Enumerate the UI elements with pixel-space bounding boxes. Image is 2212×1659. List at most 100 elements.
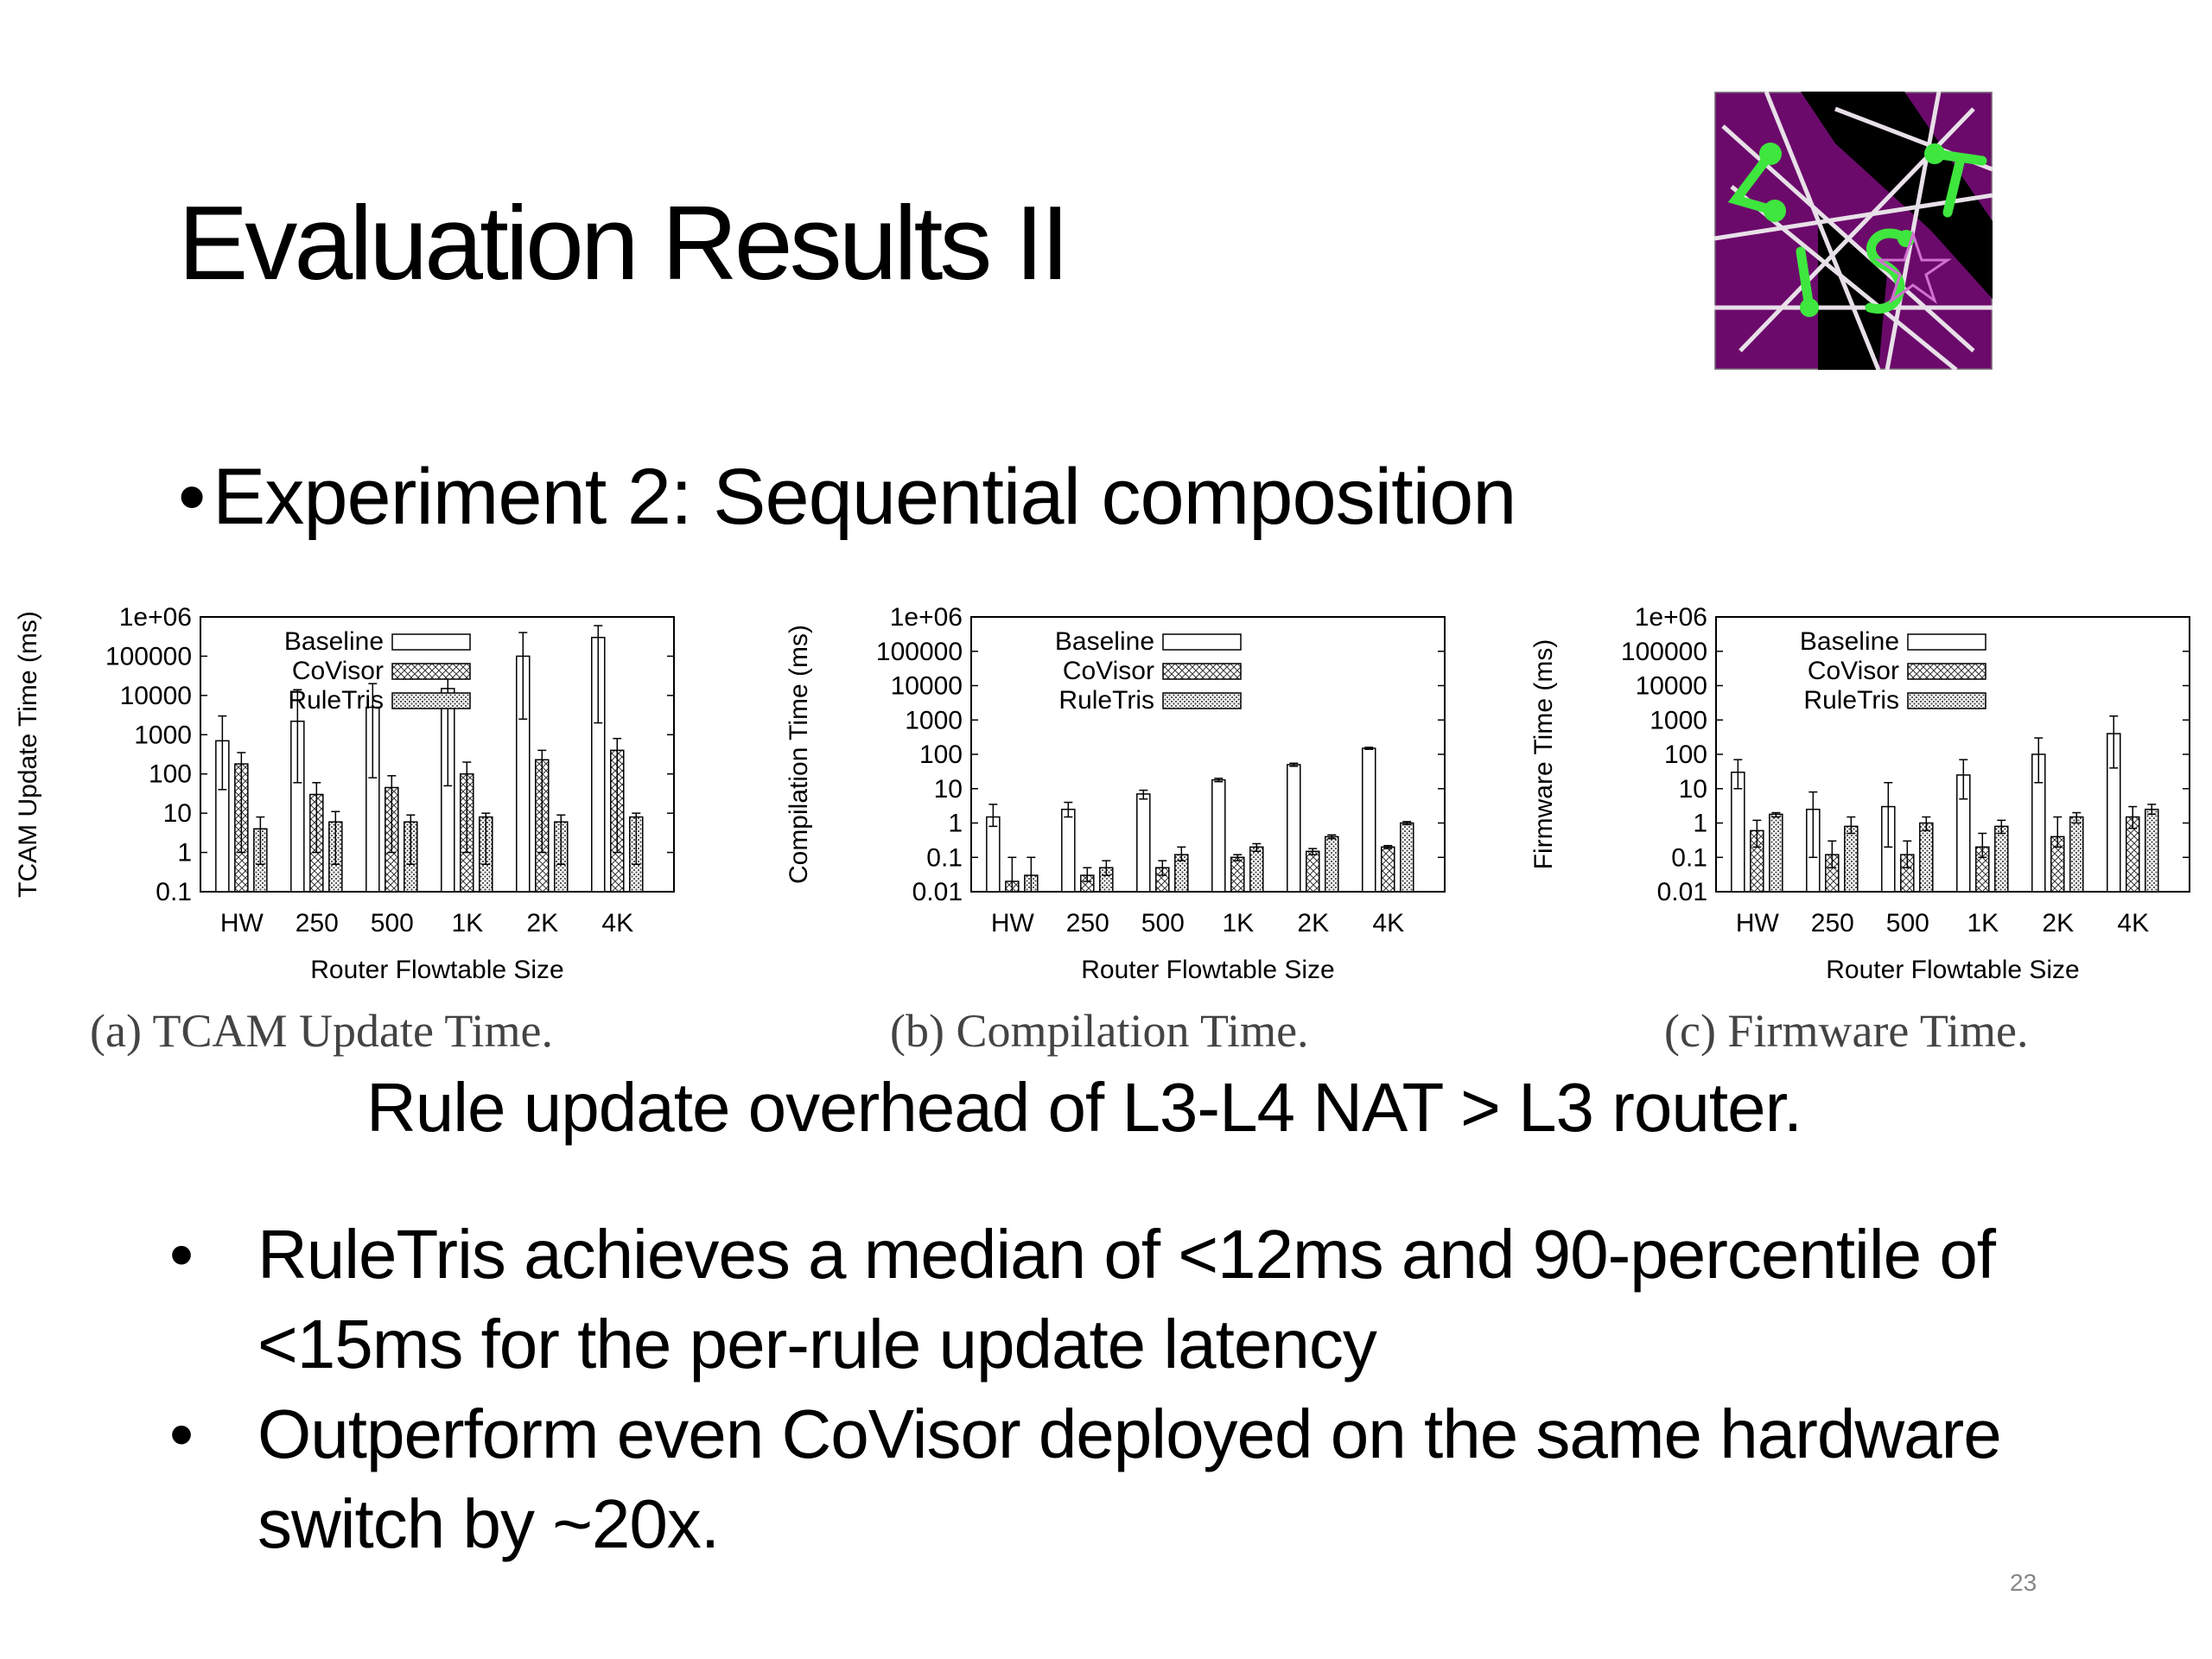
- y-tick-label: 1: [1693, 810, 1707, 838]
- y-tick-label: 100: [149, 760, 192, 789]
- bar-dots: [1400, 822, 1414, 893]
- y-tick-label: 0.1: [156, 878, 192, 906]
- x-tick-label: 250: [296, 909, 339, 938]
- y-tick-label: 100000: [1621, 638, 1707, 666]
- y-tick-label: 10000: [1636, 672, 1707, 701]
- bar-dots: [1994, 825, 2009, 893]
- subtitle: •Experiment 2: Sequential composition: [178, 449, 1516, 544]
- caption-a: (a) TCAM Update Time.: [90, 1005, 553, 1057]
- bar-dots: [1844, 825, 1859, 893]
- y-tick-label: 1: [177, 839, 192, 868]
- caption-b: (b) Compilation Time.: [890, 1005, 1309, 1057]
- legend-label: RuleTris: [288, 686, 384, 715]
- legend-label: Baseline: [1055, 627, 1154, 656]
- x-tick-label: HW: [1736, 909, 1780, 938]
- y-tick-label: 0.01: [912, 878, 963, 906]
- bar-cross: [1230, 856, 1245, 893]
- legend-label: CoVisor: [1808, 657, 1899, 685]
- y-tick-label: 1000: [134, 721, 192, 749]
- compilation-time-chart: 0.01 0.1 1 10 100 1000 10000 100000 1e+06 HW 250 50…: [785, 594, 1462, 992]
- y-tick-label: 10000: [120, 682, 192, 710]
- y-tick-label: 1: [948, 810, 963, 838]
- summary-text: Rule update overhead of L3-L4 NAT > L3 r…: [366, 1069, 1802, 1146]
- legend-label: RuleTris: [1058, 686, 1154, 715]
- y-tick-label: 100: [1664, 741, 1707, 769]
- logo-star: [1874, 230, 1952, 304]
- bar-dots: [2069, 816, 2084, 893]
- y-tick-label: 0.1: [1671, 843, 1707, 872]
- y-tick-label: 1e+06: [119, 603, 192, 632]
- x-tick-label: 4K: [601, 909, 633, 938]
- x-tick-label: 1K: [1222, 909, 1254, 938]
- y-axis-label: Firmware Time (ms): [1529, 639, 1558, 870]
- bar-dots: [2145, 808, 2159, 893]
- bar-dots: [1249, 846, 1264, 893]
- bullet-mark: •: [169, 1216, 194, 1293]
- bullet-list: • RuleTris achieves a median of <12ms an…: [169, 1210, 2088, 1569]
- logo-stripe-1: [1801, 92, 1993, 299]
- list-lab-logo: [1713, 90, 1994, 372]
- x-tick-label: 4K: [1372, 909, 1404, 938]
- tcam-update-time-chart: 0.1 1 10 100 1000 10000 100000 1e+06 HW 250 500 1K 2…: [14, 594, 691, 992]
- legend-label: CoVisor: [1063, 657, 1154, 685]
- subtitle-text: Experiment 2: Sequential composition: [213, 453, 1516, 541]
- y-tick-label: 100000: [876, 638, 963, 666]
- x-axis-label: Router Flowtable Size: [1081, 956, 1334, 984]
- bar-dots: [1919, 822, 1934, 893]
- legend-swatch: [391, 633, 471, 651]
- x-tick-label: 4K: [2117, 909, 2149, 938]
- legend-swatch: [1907, 692, 1986, 709]
- legend-label: CoVisor: [292, 657, 384, 685]
- x-axis-label: Router Flowtable Size: [1826, 956, 2079, 984]
- bullet-item: • RuleTris achieves a median of <12ms an…: [169, 1210, 2088, 1389]
- y-tick-label: 100000: [105, 642, 192, 671]
- y-tick-label: 10: [163, 799, 192, 828]
- bar-none: [1731, 772, 1745, 893]
- legend-label: RuleTris: [1803, 686, 1899, 715]
- legend-swatch: [1162, 663, 1242, 680]
- bar-cross: [1381, 846, 1395, 893]
- x-tick-label: 500: [371, 909, 414, 938]
- firmware-time-chart: 0.01 0.1 1 10 100 1000 10000 100000 1e+06 HW 250 50…: [1529, 594, 2207, 992]
- x-tick-label: 500: [1141, 909, 1185, 938]
- legend-swatch: [391, 663, 471, 680]
- bar-none: [1061, 808, 1076, 893]
- x-axis-label: Router Flowtable Size: [310, 956, 563, 984]
- legend-swatch: [1162, 692, 1242, 709]
- y-tick-label: 1e+06: [890, 603, 963, 632]
- subtitle-bullet: •: [178, 453, 206, 541]
- slide-title: Evaluation Results II: [178, 184, 1070, 302]
- legend-swatch: [1907, 663, 1986, 680]
- x-tick-label: 2K: [1297, 909, 1329, 938]
- bullet-text: Outperform even CoVisor deployed on the …: [257, 1395, 2002, 1562]
- y-tick-label: 100: [919, 741, 963, 769]
- bar-dots: [1325, 836, 1339, 893]
- legend-swatch: [391, 692, 471, 709]
- x-tick-label: 2K: [2042, 909, 2074, 938]
- x-tick-label: HW: [220, 909, 264, 938]
- y-axis-label: TCAM Update Time (ms): [14, 611, 42, 898]
- bullet-item: • Outperform even CoVisor deployed on th…: [169, 1389, 2088, 1569]
- y-tick-label: 1e+06: [1635, 603, 1707, 632]
- bullet-mark: •: [169, 1395, 194, 1472]
- y-tick-label: 0.1: [926, 843, 963, 872]
- bar-none: [986, 816, 1001, 893]
- y-axis-label: Compilation Time (ms): [785, 625, 813, 884]
- page-number: 23: [2010, 1569, 2037, 1596]
- chart-svg: 0.01 0.1 1 10 100 1000 10000 100000 1e+06 HW 250 50…: [785, 603, 1446, 984]
- y-tick-label: 10: [934, 775, 963, 804]
- bullet-text: RuleTris achieves a median of <12ms and …: [257, 1216, 1996, 1382]
- bar-none: [1211, 779, 1226, 893]
- bar-dots: [1769, 813, 1783, 893]
- logo-graphic: [1713, 90, 1994, 372]
- x-tick-label: 1K: [451, 909, 483, 938]
- legend-swatch: [1907, 633, 1986, 651]
- y-tick-label: 10: [1679, 775, 1707, 804]
- bar-none: [1287, 764, 1301, 893]
- chart-svg: 0.1 1 10 100 1000 10000 100000 1e+06 HW 250 500 1K 2…: [14, 603, 675, 984]
- x-tick-label: HW: [991, 909, 1035, 938]
- x-tick-label: 250: [1811, 909, 1854, 938]
- x-tick-label: 250: [1066, 909, 1109, 938]
- caption-c: (c) Firmware Time.: [1664, 1005, 2029, 1057]
- legend-label: Baseline: [1800, 627, 1899, 656]
